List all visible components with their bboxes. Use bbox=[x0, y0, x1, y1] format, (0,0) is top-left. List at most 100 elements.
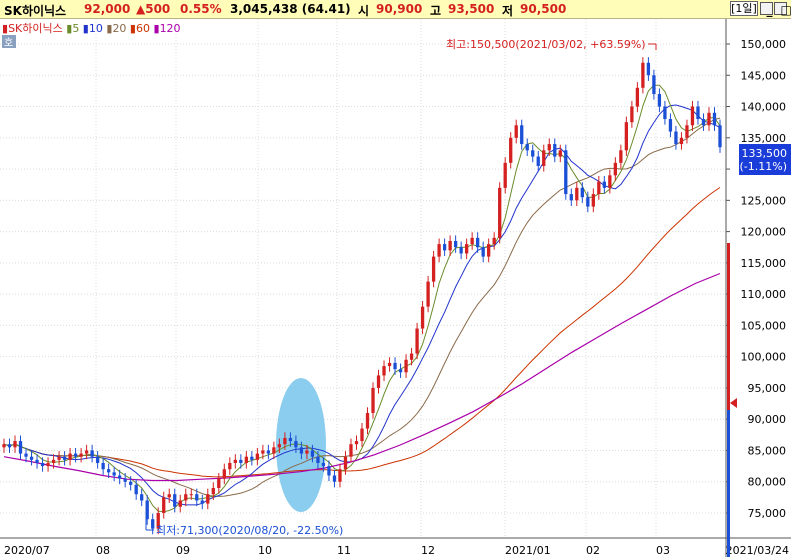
price-tag: 133,500 (-1.11%) bbox=[739, 144, 791, 175]
x-tick-label: 09 bbox=[176, 544, 190, 557]
candle-body bbox=[641, 62, 645, 88]
quote-header: SK하이닉스 92,000 ▲500 0.55% 3,045,438 (64.4… bbox=[0, 0, 791, 19]
candle-body bbox=[305, 450, 309, 454]
y-tick-label: 145,000 bbox=[741, 69, 787, 82]
candle-body bbox=[338, 469, 342, 482]
candle-body bbox=[635, 87, 640, 107]
candle-body bbox=[134, 484, 138, 495]
legend-item-label: 20 bbox=[112, 22, 126, 35]
candle-body bbox=[239, 459, 243, 463]
candle-body bbox=[57, 456, 61, 460]
legend-tag-label: 호 bbox=[4, 37, 13, 49]
stock-name: SK하이닉스 bbox=[4, 4, 67, 18]
candle-body bbox=[112, 472, 116, 476]
candle-body bbox=[13, 441, 17, 448]
candle-body bbox=[217, 478, 221, 488]
candle-body bbox=[701, 119, 706, 126]
legend-swatch: ▮ bbox=[103, 22, 113, 35]
candle-body bbox=[591, 194, 595, 207]
candle-body bbox=[448, 240, 452, 251]
maximize-button[interactable]: □ bbox=[774, 2, 791, 16]
candle-body bbox=[277, 444, 282, 448]
candle-body bbox=[646, 62, 651, 76]
candle-body bbox=[354, 441, 359, 445]
candle-body bbox=[564, 150, 568, 195]
ma20-line bbox=[3, 117, 721, 497]
candle-body bbox=[453, 240, 458, 248]
y-tick-label: 90,000 bbox=[748, 413, 787, 426]
candle-body bbox=[294, 441, 298, 448]
candle-body bbox=[250, 456, 254, 460]
candle-body bbox=[586, 197, 590, 207]
legend-item-label: 60 bbox=[136, 22, 150, 35]
gauge-marker bbox=[730, 398, 737, 408]
x-tick-label: 2021/01 bbox=[505, 544, 551, 557]
candle-body bbox=[200, 500, 204, 504]
candle-body bbox=[481, 247, 485, 257]
legend: 호 ▮SK하이닉스 ▮5 ▮10 ▮20 ▮60 ▮120 bbox=[2, 21, 181, 49]
candle-body bbox=[79, 453, 83, 457]
candle-body bbox=[498, 187, 502, 238]
candle-body bbox=[18, 441, 23, 454]
open-label: 시 bbox=[358, 4, 370, 18]
period-button[interactable]: [1일] bbox=[730, 1, 758, 16]
candle-body bbox=[376, 375, 381, 388]
candle-body bbox=[40, 462, 45, 467]
low-label: 저 bbox=[502, 4, 514, 18]
candle-body bbox=[492, 237, 496, 245]
current-price: 92,000 bbox=[84, 2, 131, 16]
candle-body bbox=[431, 256, 436, 282]
candles bbox=[2, 57, 722, 535]
candle-body bbox=[663, 106, 667, 120]
candle-body bbox=[173, 494, 177, 507]
candle-body bbox=[162, 497, 166, 513]
legend-item-label: SK하이닉스 bbox=[8, 21, 63, 35]
candle-body bbox=[404, 359, 408, 373]
candle-body bbox=[696, 106, 700, 120]
x-axis: 2020/07 08 09 10 11 12 2021/01 02 03 2021/03/24 bbox=[4, 544, 789, 557]
candle-body bbox=[299, 447, 304, 454]
ma5-line bbox=[3, 84, 721, 513]
max-annotation: 최고:150,500(2021/03/02, +63.59%) bbox=[446, 38, 657, 51]
candle-body bbox=[580, 187, 584, 198]
minimize-icon: _ bbox=[766, 3, 773, 17]
candle-body bbox=[118, 475, 122, 479]
candle-body bbox=[476, 237, 480, 248]
candle-body bbox=[624, 122, 629, 151]
candle-body bbox=[62, 456, 67, 460]
minimize-button[interactable]: _ bbox=[760, 2, 773, 17]
min-annotation: 최저:71,300(2020/08/20, -22.50%) bbox=[145, 517, 343, 537]
y-axis: 150,000145,000140,000135,000130,000125,0… bbox=[726, 38, 786, 520]
candle-body bbox=[35, 459, 39, 463]
candle-body bbox=[156, 512, 160, 529]
x-tick-label: 12 bbox=[421, 544, 435, 557]
price-chart[interactable]: 150,000145,000140,000135,000130,000125,0… bbox=[0, 19, 791, 557]
candle-body bbox=[487, 244, 491, 257]
candle-body bbox=[145, 500, 149, 520]
candle-body bbox=[151, 519, 155, 529]
candle-body bbox=[602, 181, 606, 188]
candle-body bbox=[189, 494, 193, 496]
candle-body bbox=[349, 444, 353, 457]
candle-body bbox=[272, 447, 276, 454]
candle-body bbox=[437, 244, 441, 257]
candle-body bbox=[228, 462, 232, 470]
candle-body bbox=[690, 106, 695, 126]
price-tag-change: (-1.11%) bbox=[740, 160, 788, 173]
candle-body bbox=[244, 456, 248, 463]
candle-body bbox=[712, 112, 717, 126]
y-tick-label: 75,000 bbox=[748, 507, 787, 520]
candle-body bbox=[613, 162, 618, 176]
candle-body bbox=[327, 466, 331, 476]
max-label: 최고:150,500(2021/03/02, +63.59%) bbox=[446, 38, 646, 51]
candle-body bbox=[553, 144, 557, 157]
candle-body bbox=[222, 469, 226, 479]
legend-swatch: ▮ bbox=[150, 22, 160, 35]
candle-body bbox=[365, 412, 370, 429]
candle-body bbox=[707, 112, 711, 126]
y-tick-label: 110,000 bbox=[741, 288, 787, 301]
candle-body bbox=[233, 459, 237, 463]
candle-body bbox=[51, 459, 56, 463]
candle-body bbox=[420, 306, 425, 329]
